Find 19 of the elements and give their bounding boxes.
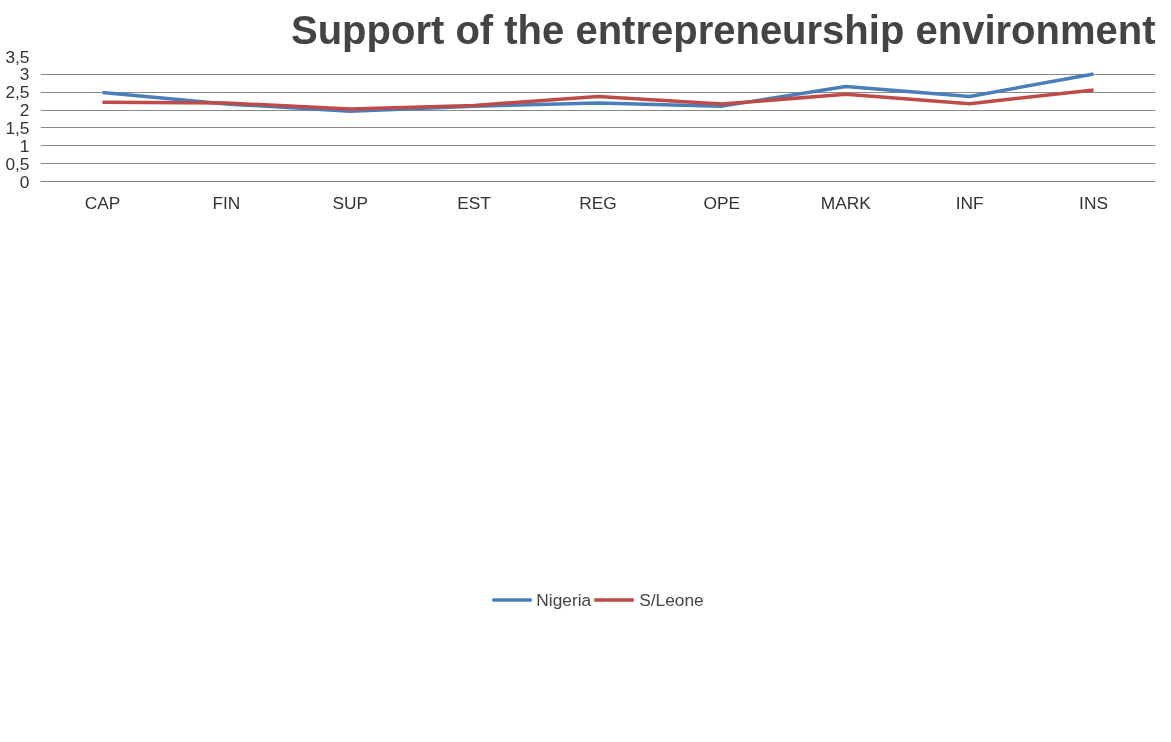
y-tick-label: 0	[19, 171, 30, 192]
y-tick-label: 0,5	[5, 153, 30, 174]
x-tick-label: EST	[457, 192, 492, 213]
x-tick-label: MARK	[820, 192, 872, 213]
x-tick-label: SUP	[332, 192, 369, 213]
y-tick-label: 3	[19, 64, 30, 85]
x-tick-label: INS	[1079, 192, 1108, 213]
chart-title: Support of the entrepreneurship environment	[290, 7, 1156, 52]
x-tick-label: FIN	[212, 192, 241, 213]
legend-label: Nigeria	[536, 589, 592, 611]
x-tick-label: INF	[955, 192, 984, 213]
y-tick-label: 2,5	[5, 82, 30, 103]
x-tick-label: CAP	[84, 192, 121, 213]
x-tick-label: OPE	[703, 192, 741, 213]
y-tick-label: 1	[19, 135, 30, 156]
legend-label: S/Leone	[639, 589, 704, 611]
y-tick-label: 3,5	[5, 46, 30, 67]
x-tick-label: REG	[579, 192, 617, 213]
line-series	[100, 88, 1096, 111]
